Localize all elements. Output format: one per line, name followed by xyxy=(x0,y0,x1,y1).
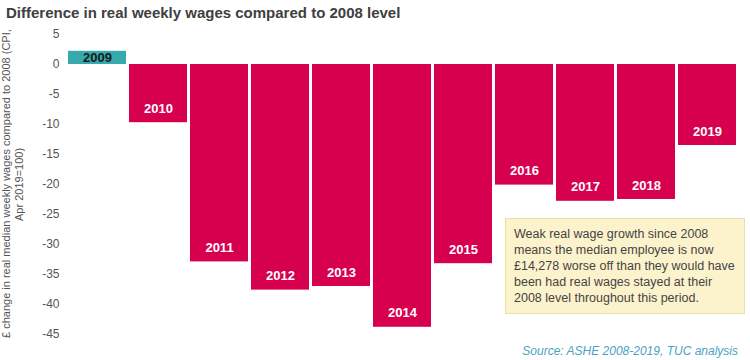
svg-text:-45: -45 xyxy=(42,327,60,341)
svg-text:-5: -5 xyxy=(49,87,60,101)
svg-text:-15: -15 xyxy=(42,147,60,161)
html-text:Weak real wage growth since 20: Weak real wage growth since 2008 means t… xyxy=(514,227,735,305)
svg-text:2014: 2014 xyxy=(388,305,418,320)
svg-text:2010: 2010 xyxy=(144,101,173,116)
svg-text:0: 0 xyxy=(53,57,60,71)
svg-text:2015: 2015 xyxy=(449,242,478,257)
svg-text:-40: -40 xyxy=(42,297,60,311)
svg-text:2013: 2013 xyxy=(327,265,356,280)
html-text:Difference in real weekly wage: Difference in real weekly wages compared… xyxy=(6,4,401,21)
svg-text:2009: 2009 xyxy=(83,50,112,65)
svg-text:-25: -25 xyxy=(42,207,60,221)
svg-text:-10: -10 xyxy=(42,117,60,131)
html-text:Source: ASHE 2008-2019, TUC an: Source: ASHE 2008-2019, TUC analysis xyxy=(522,344,738,358)
svg-text:-35: -35 xyxy=(42,267,60,281)
svg-text:2019: 2019 xyxy=(693,124,722,139)
html-text:£ change in real median weekly: £ change in real median weekly wages com… xyxy=(0,29,25,339)
svg-text:2017: 2017 xyxy=(571,179,600,194)
svg-text:2012: 2012 xyxy=(266,268,295,283)
svg-text:-30: -30 xyxy=(42,237,60,251)
svg-text:5: 5 xyxy=(53,27,60,41)
svg-text:2018: 2018 xyxy=(632,178,661,193)
svg-text:-20: -20 xyxy=(42,177,60,191)
svg-text:2011: 2011 xyxy=(205,240,233,255)
svg-text:2016: 2016 xyxy=(510,163,539,178)
